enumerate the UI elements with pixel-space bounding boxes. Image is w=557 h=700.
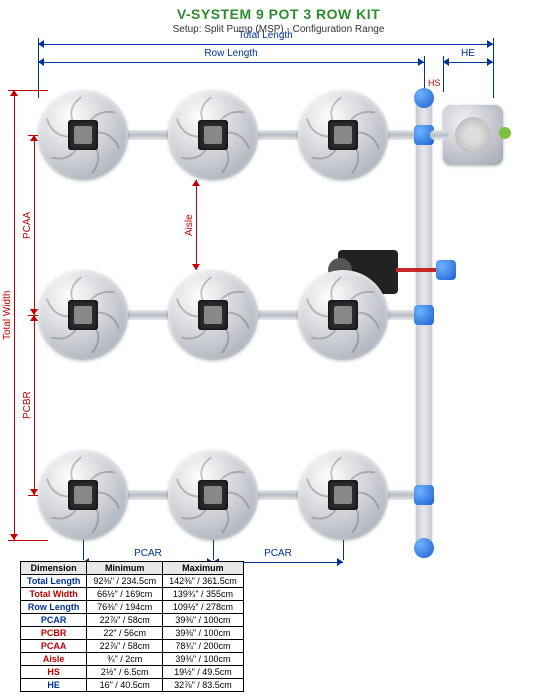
table-row: Total Width66½" / 169cm139¾" / 355cm	[21, 588, 244, 601]
diagram-stage: Total Length Row Length HE HS Total Widt…	[38, 50, 536, 600]
table-row: Aisle¾" / 2cm39⅜" / 100cm	[21, 653, 244, 666]
th-dimension: Dimension	[21, 562, 87, 575]
fitting-row3	[414, 485, 434, 505]
pot-1	[38, 90, 128, 180]
pot-3	[298, 90, 388, 180]
pot-2	[168, 90, 258, 180]
table-row: Row Length76⅜" / 194cm109½" / 278cm	[21, 601, 244, 614]
pump-fitting	[436, 260, 456, 280]
page-title: V-SYSTEM 9 POT 3 ROW KIT	[0, 6, 557, 22]
table-row: PCBR22" / 56cm39⅜" / 100cm	[21, 627, 244, 640]
header-unit	[443, 105, 503, 165]
pot-7	[38, 450, 128, 540]
pot-9	[298, 450, 388, 540]
table-row: HE16" / 40.5cm32⅞" / 83.5cm	[21, 679, 244, 692]
table-row: Total Length92⅜" / 234.5cm142⅜" / 361.5c…	[21, 575, 244, 588]
table-row: HS2½" / 6.5cm19½" / 49.5cm	[21, 666, 244, 679]
header-pipe	[430, 130, 448, 140]
dimension-table: Dimension Minimum Maximum Total Length92…	[20, 561, 244, 692]
fitting-top	[414, 88, 434, 108]
table-row: PCAR22⅞" / 58cm39⅜" / 100cm	[21, 614, 244, 627]
pot-4	[38, 270, 128, 360]
th-max: Maximum	[163, 562, 244, 575]
fitting-row2	[414, 305, 434, 325]
pot-6	[298, 270, 388, 360]
pot-5	[168, 270, 258, 360]
pot-8	[168, 450, 258, 540]
table-row: PCAA22⅞" / 58cm78¾" / 200cm	[21, 640, 244, 653]
fitting-bot	[414, 538, 434, 558]
th-min: Minimum	[87, 562, 163, 575]
dim-hs-label: HS	[428, 78, 441, 88]
